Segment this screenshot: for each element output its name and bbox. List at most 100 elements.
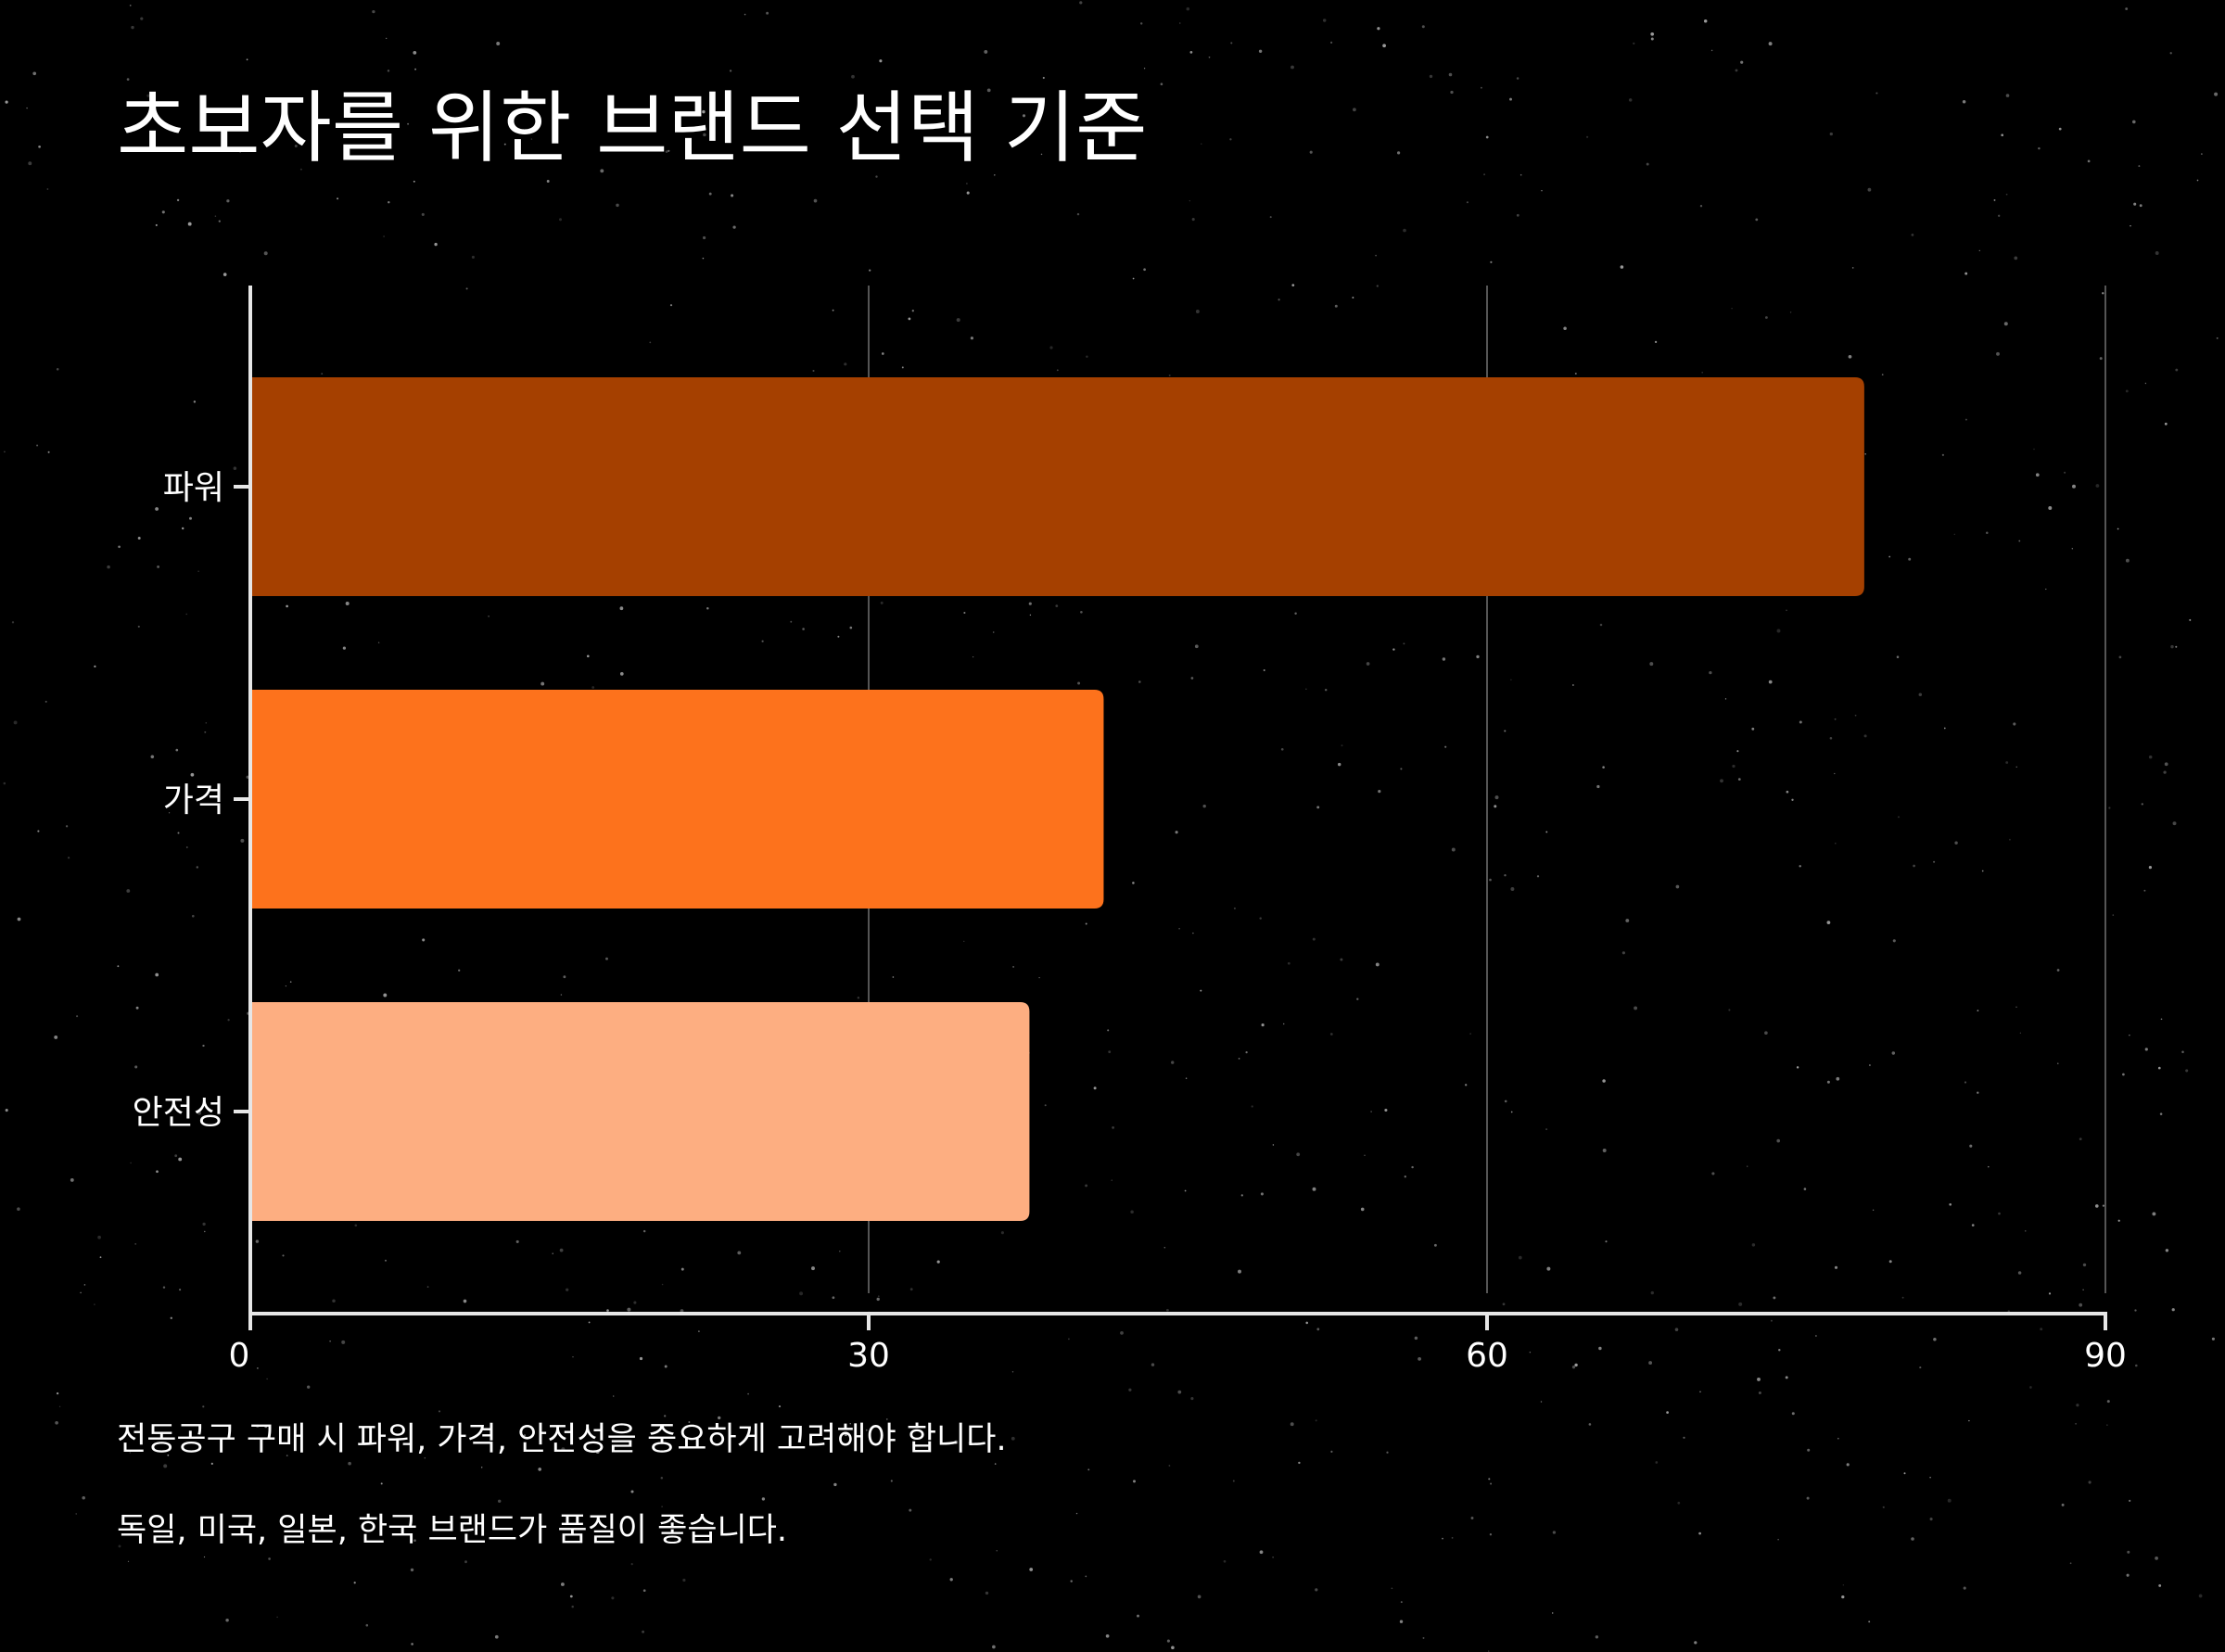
star-dot [1588,1423,1592,1426]
star-dot [140,17,144,20]
star-dot [1120,1331,1124,1335]
star-dot [240,838,245,843]
star-dot [1694,1641,1697,1645]
star-dot [1908,557,1912,561]
star-dot [1605,1240,1608,1243]
star-dot [2118,655,2122,659]
star-dot [1791,1412,1795,1416]
star-dot [1329,1033,1333,1036]
star-dot [619,606,624,611]
star-dot [1011,1436,1015,1441]
star-dot [1022,114,1026,118]
star-dot [1442,657,1446,661]
star-dot [698,1330,700,1332]
star-dot [5,1109,8,1112]
star-dot [1773,1296,1776,1300]
star-dot [2216,337,2219,339]
star-dot [189,516,192,520]
star-dot [1028,602,1032,605]
star-dot [193,400,197,403]
star-dot [1919,1366,1922,1369]
star-dot [1998,1212,2001,1215]
star-dot [849,1423,851,1425]
star-dot [246,58,248,61]
star-dot [2169,52,2172,55]
star-dot [892,976,895,978]
star-dot [70,1177,74,1182]
star-dot [3,782,6,785]
star-dot [5,100,8,104]
star-dot [126,889,131,893]
star-dot [1044,1104,1047,1107]
star-dot [1710,49,1713,52]
star-dot [1080,610,1083,614]
star-dot [388,200,390,204]
star-dot [1029,125,1034,130]
star-dot [1376,285,1379,287]
star-dot [1854,714,1857,717]
star-dot [2019,1032,2022,1034]
star-dot [1728,1009,1731,1011]
star-dot [1655,1461,1659,1464]
star-dot [1429,74,1433,79]
star-dot [2072,484,2076,489]
star-dot [1864,452,1866,455]
star-dot [1151,1363,1155,1366]
star-dot [422,938,426,942]
star-dot [1709,670,1712,675]
star-dot [2175,368,2179,372]
star-dot [1888,1260,1892,1264]
star-dot [1504,1099,1507,1103]
star-dot [1882,1506,1885,1508]
star-dot [2189,618,2192,621]
star-dot [2018,540,2021,542]
star-dot [496,42,501,45]
star-dot [1396,151,1401,155]
star-dot [276,1616,278,1619]
star-dot [192,914,195,918]
star-dot [2170,644,2174,649]
star-dot [2117,1219,2120,1222]
star-dot [1888,555,1891,558]
star-dot [718,1416,721,1420]
star-dot [1954,841,1958,845]
star-dot [1969,1144,1973,1148]
star-dot [204,1230,206,1233]
star-dot [1403,228,1406,233]
star-dot [1133,1480,1136,1483]
star-dot [1488,1478,1491,1480]
star-dot [1375,254,1377,257]
star-dot [664,1415,667,1417]
star-dot [2165,1249,2169,1252]
star-dot [876,1297,880,1302]
star-dot [2172,821,2177,826]
star-dot [1698,1531,1701,1535]
star-dot [67,857,70,859]
star-dot [434,242,438,247]
footnote-1: 전동공구 구매 시 파워, 가격, 안전성을 중요하게 고려해야 합니다. [117,1421,1007,1458]
star-dot [2171,1308,2175,1312]
star-dot [540,681,545,686]
star-dot [1138,680,1141,683]
star-dot [879,59,883,63]
star-dot [2056,969,2060,972]
star-dot [1602,1079,1606,1083]
star-dot [1649,662,1654,667]
star-dot [137,625,140,628]
star-dot [1230,42,1233,44]
star-dot [1502,1303,1506,1306]
star-dot [992,1645,996,1649]
star-dot [1949,1202,1952,1206]
star-dot [2152,1212,2156,1216]
star-dot [1352,297,1354,299]
star-dot [2082,1263,2087,1267]
star-dot [76,1015,79,1018]
star-dot [929,1558,932,1561]
star-dot [2017,1271,2022,1275]
star-dot [168,812,171,814]
star-dot [2079,1303,2083,1307]
star-dot [289,981,292,983]
star-dot [1634,1006,1638,1010]
star-dot [1978,249,1980,252]
star-dot [2069,1562,2072,1565]
